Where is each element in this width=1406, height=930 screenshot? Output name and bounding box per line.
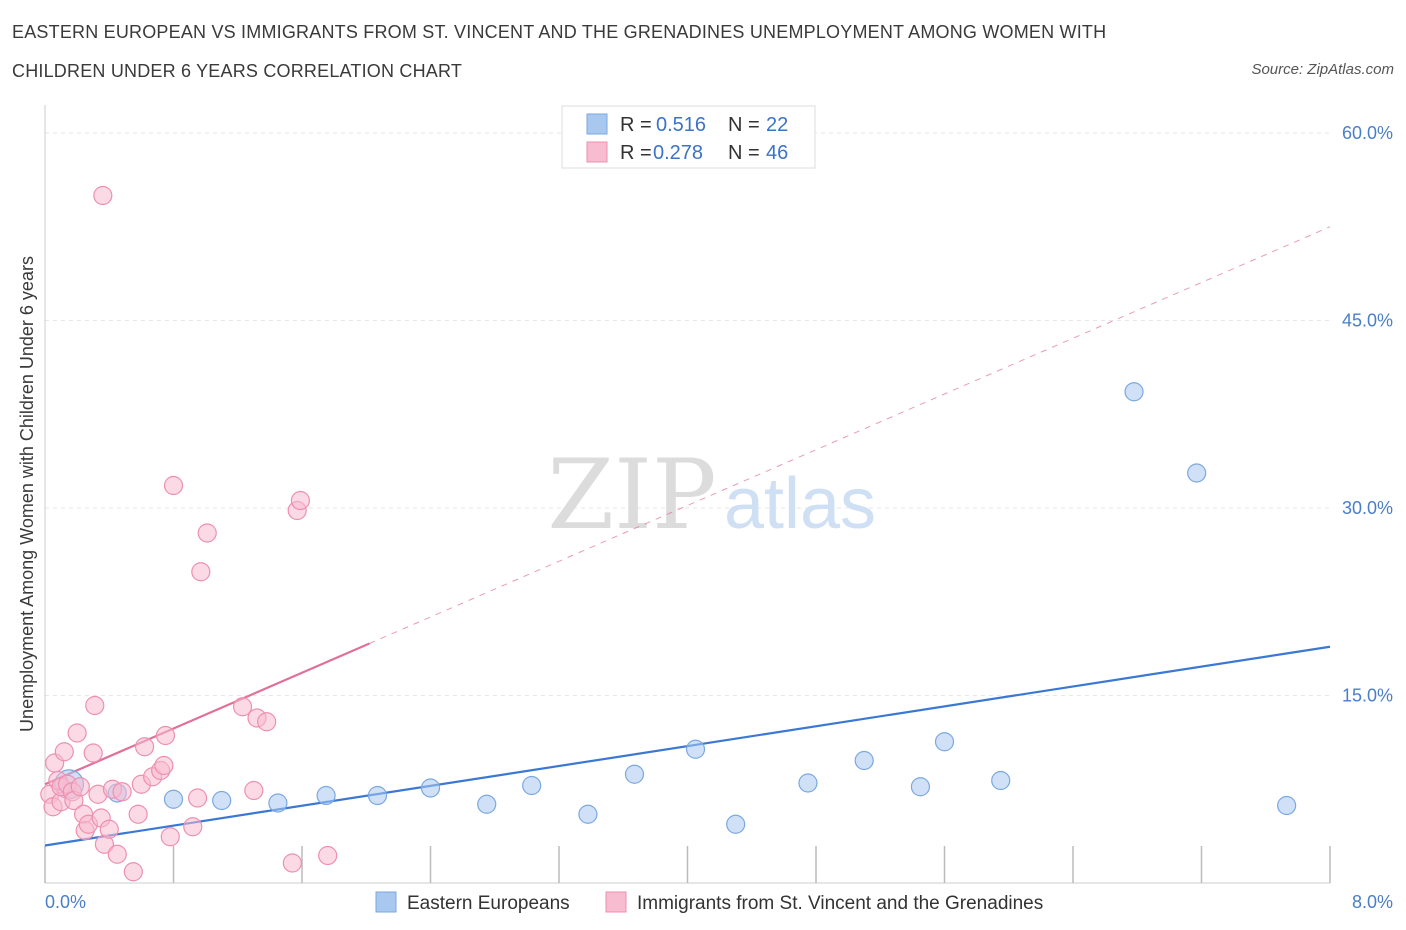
point-series1-24: [123, 862, 143, 882]
watermark-atlas: atlas: [724, 464, 876, 544]
point-series1-10: [67, 723, 87, 743]
point-series0-17: [934, 732, 955, 752]
point-series0-14: [798, 773, 818, 793]
legend-swatch-immigrants: [586, 141, 608, 163]
point-series1-11: [70, 777, 90, 797]
point-series1-15: [83, 743, 103, 763]
point-series0-15: [854, 750, 874, 771]
point-series1-25: [128, 804, 148, 824]
chart-title-line-1: EASTERN EUROPEAN VS IMMIGRANTS FROM ST. …: [12, 22, 1107, 42]
point-series0-11: [624, 764, 645, 784]
legend-n-value-1: 22: [766, 114, 788, 136]
watermark-zip: ZIP: [547, 439, 716, 551]
legend-n-label-2: N =: [728, 142, 760, 164]
point-series1-41: [257, 712, 277, 732]
point-series0-20: [1187, 463, 1207, 483]
point-series0-21: [1277, 795, 1297, 816]
legend-r-value-2: 0.278: [653, 142, 703, 164]
point-series1-32: [160, 827, 180, 847]
point-series0-2: [163, 789, 184, 809]
y-tick-labels: 15.0% 30.0% 45.0% 60.0%: [1342, 123, 1393, 706]
point-series1-38: [232, 697, 253, 717]
legend-box: R = 0.516 N = 22 R = 0.278 N = 46: [561, 105, 816, 169]
data-points: [40, 185, 1297, 882]
y-axis-label: Unemployment Among Women with Children U…: [17, 256, 37, 732]
point-series0-7: [420, 778, 441, 798]
point-series1-6: [54, 742, 74, 762]
source-label: Source: ZipAtlas.com: [1251, 61, 1394, 78]
point-series1-37: [197, 523, 217, 543]
point-series1-23: [112, 782, 132, 802]
point-series0-3: [212, 790, 232, 811]
bottom-legend-label-immigrants: Immigrants from St. Vincent and the Gren…: [637, 893, 1043, 914]
x-tick-label-0: 0.0%: [45, 892, 86, 912]
bottom-legend: Eastern Europeans Immigrants from St. Vi…: [375, 891, 1043, 914]
point-series1-36: [191, 562, 211, 582]
point-series1-39: [244, 780, 264, 801]
legend-r-value-1: 0.516: [656, 114, 706, 136]
point-series1-16: [85, 695, 105, 716]
axes: [44, 105, 1331, 884]
trend-line-immigrants-dashed: [369, 226, 1331, 644]
point-series1-31: [155, 725, 176, 746]
point-series1-45: [318, 845, 338, 866]
point-series0-12: [685, 739, 706, 759]
point-series1-30: [154, 755, 174, 776]
point-series0-13: [726, 814, 746, 834]
x-tick-labels: 0.0% 8.0%: [45, 892, 1393, 912]
point-series0-6: [367, 785, 388, 806]
point-series1-22: [107, 844, 127, 864]
y-tick-label-0: 15.0%: [1342, 686, 1393, 706]
chart-title-line-2: CHILDREN UNDER 6 YEARS CORRELATION CHART: [12, 61, 463, 81]
legend-n-value-2: 46: [766, 142, 788, 164]
point-series0-5: [316, 785, 336, 806]
x-tick-label-1: 8.0%: [1352, 892, 1393, 912]
point-series0-8: [477, 794, 497, 814]
point-series0-16: [910, 777, 931, 797]
point-series1-34: [183, 817, 203, 837]
grid: [45, 132, 1330, 696]
point-series1-27: [134, 737, 155, 757]
point-series1-35: [187, 788, 208, 808]
legend-n-label-1: N =: [728, 114, 760, 136]
trend-line-immigrants-solid: [44, 642, 370, 786]
point-series0-4: [268, 793, 288, 813]
legend-r-label-1: R =: [620, 114, 652, 136]
point-series1-42: [282, 853, 302, 873]
legend-r-label-2: R =: [620, 142, 652, 164]
point-series0-19: [1124, 382, 1144, 402]
point-series1-33: [163, 475, 184, 496]
point-series1-46: [93, 185, 113, 206]
point-series0-18: [991, 770, 1011, 791]
legend-swatch-eastern: [586, 113, 608, 135]
point-series1-20: [99, 819, 119, 839]
bottom-legend-swatch-eastern: [375, 891, 397, 913]
y-tick-label-3: 60.0%: [1342, 123, 1393, 143]
bottom-legend-swatch-immigrants: [605, 891, 627, 913]
y-tick-label-1: 30.0%: [1342, 498, 1393, 518]
point-series0-10: [578, 804, 598, 824]
point-series0-9: [522, 775, 542, 796]
point-series1-44: [290, 490, 310, 511]
bottom-legend-label-eastern: Eastern Europeans: [407, 893, 570, 914]
y-tick-label-2: 45.0%: [1342, 311, 1393, 331]
